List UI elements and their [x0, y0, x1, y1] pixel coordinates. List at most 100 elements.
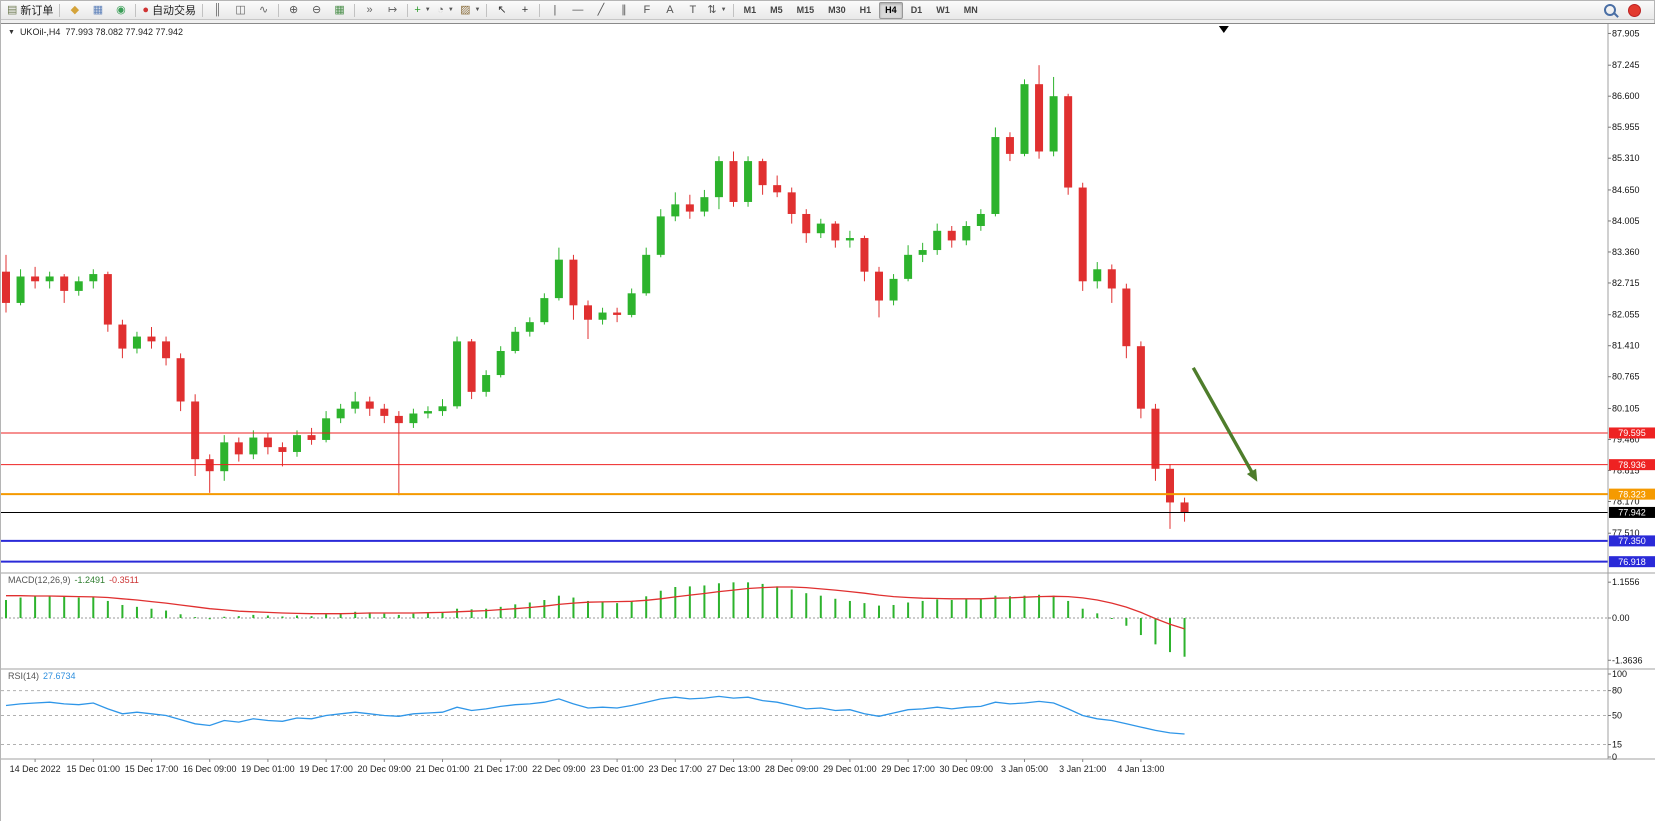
- toolbar-right-group: [1604, 3, 1651, 17]
- add-indicator-button[interactable]: + ▼: [411, 1, 434, 19]
- timeframe-d1-button[interactable]: D1: [910, 5, 923, 15]
- svg-text:78.170: 78.170: [1612, 496, 1640, 506]
- new-order-button-label: 新订单: [20, 5, 54, 17]
- rsi-indicator-label: RSI(14) 27.6734: [8, 671, 76, 681]
- candle: [380, 403, 389, 424]
- svg-text:87.245: 87.245: [1612, 60, 1640, 70]
- candle: [569, 254, 578, 320]
- candle: [467, 338, 476, 400]
- time-axis[interactable]: 14 Dec 2022 15 Dec 01:00 15 Dec 17:00 16 De…: [10, 759, 1165, 774]
- period-button[interactable]: ◔ ▼: [434, 1, 457, 19]
- timeframe-m5-button[interactable]: M5: [770, 5, 783, 15]
- auto-trading-button[interactable]: ● 自动交易: [139, 1, 199, 19]
- candle: [16, 269, 25, 306]
- line-chart-icon: ∿: [258, 3, 269, 16]
- candle: [685, 194, 694, 219]
- rsi-line: [5, 695, 1185, 735]
- candle: [816, 218, 825, 239]
- line-chart-button[interactable]: ∿: [252, 1, 275, 19]
- svg-text:22 Dec 09:00: 22 Dec 09:00: [532, 764, 586, 774]
- navigator-icon-button[interactable]: ◉: [109, 1, 132, 19]
- new-order-button[interactable]: ▤ 新订单: [4, 1, 56, 19]
- macd-indicator-label: MACD(12,26,9) -1.2491 -0.3511: [8, 575, 139, 585]
- timeframe-mn-button[interactable]: MN: [963, 5, 978, 15]
- timeframe-m1-button[interactable]: M1: [743, 5, 757, 15]
- macd-signal-line: [6, 586, 1185, 630]
- zoom-in-button[interactable]: ⊕: [282, 1, 305, 19]
- channel-button[interactable]: ∥: [612, 1, 635, 19]
- svg-text:19 Dec 17:00: 19 Dec 17:00: [299, 764, 353, 774]
- candle: [423, 406, 432, 419]
- svg-text:23 Dec 17:00: 23 Dec 17:00: [649, 764, 703, 774]
- svg-text:82.715: 82.715: [1612, 278, 1640, 288]
- toolbar-separator: [202, 3, 204, 17]
- macd-main-value: -1.2491: [74, 575, 106, 585]
- candle: [947, 226, 956, 248]
- candle: [962, 221, 971, 246]
- candle: [1005, 132, 1014, 162]
- toolbar-spacer: [1, 19, 1654, 23]
- candle: [554, 247, 563, 301]
- profiles-icon-button[interactable]: ▦: [86, 1, 109, 19]
- candle: [511, 326, 520, 354]
- tile-windows-button[interactable]: ▦: [328, 1, 351, 19]
- candle: [74, 276, 83, 296]
- arrows-button[interactable]: ⇅ ▼: [704, 1, 729, 19]
- toolbar-separator: [135, 3, 137, 17]
- candle: [89, 269, 98, 289]
- indicators-icon-button[interactable]: ◆: [63, 1, 86, 19]
- template-button[interactable]: ▨ ▼: [457, 1, 483, 19]
- auto-scroll-button[interactable]: »: [358, 1, 381, 19]
- svg-text:84.005: 84.005: [1612, 216, 1640, 226]
- timeframe-m30-button[interactable]: M30: [828, 5, 846, 15]
- crosshair-icon: +: [521, 3, 529, 16]
- candle: [700, 189, 709, 217]
- crosshair-button[interactable]: +: [513, 1, 536, 19]
- svg-text:85.310: 85.310: [1612, 153, 1640, 163]
- toolbar-separator: [486, 3, 488, 17]
- svg-text:15 Dec 17:00: 15 Dec 17:00: [125, 764, 179, 774]
- horizontal-line-button[interactable]: —: [566, 1, 589, 19]
- timeframe-w1-button[interactable]: W1: [936, 5, 950, 15]
- zoom-out-icon: ⊖: [311, 3, 322, 16]
- candle: [176, 353, 185, 412]
- price-tag: 78.323: [1609, 488, 1655, 500]
- trendline-button[interactable]: ╱: [589, 1, 612, 19]
- rsi-scale-label: 100: [1612, 669, 1627, 679]
- trend-arrow[interactable]: [1191, 366, 1258, 482]
- timeframe-h1-button[interactable]: H1: [859, 5, 872, 15]
- chart-canvas[interactable]: 87.905 87.245 86.600 85.955 85.310 84.650 84.0…: [1, 24, 1655, 821]
- vertical-line-button[interactable]: |: [543, 1, 566, 19]
- fibonacci-button[interactable]: F: [635, 1, 658, 19]
- notification-badge-icon[interactable]: [1628, 3, 1641, 17]
- timeframe-h4-button[interactable]: H4: [879, 1, 903, 19]
- timeframe-m15-button[interactable]: M15: [796, 5, 815, 15]
- svg-text:80.105: 80.105: [1612, 403, 1640, 413]
- svg-text:76.918: 76.918: [1618, 557, 1646, 567]
- candle: [322, 411, 331, 443]
- candle: [234, 437, 243, 462]
- symbol-dropdown-icon[interactable]: ▼: [8, 28, 15, 36]
- label-button[interactable]: T: [681, 1, 704, 19]
- candle: [729, 151, 738, 207]
- candlestick-chart-button[interactable]: ◫: [229, 1, 252, 19]
- candle: [1049, 76, 1058, 157]
- tile-windows-icon: ▦: [334, 3, 345, 16]
- chart-shift-marker[interactable]: [1218, 26, 1229, 33]
- rsi-name: RSI(14): [8, 671, 40, 681]
- candle: [263, 432, 272, 455]
- candle: [453, 336, 462, 409]
- zoom-in-icon: ⊕: [288, 3, 299, 16]
- auto-trading-button-label: 自动交易: [152, 5, 197, 17]
- chart-shift-icon: ↦: [387, 3, 398, 16]
- candle: [758, 158, 767, 195]
- text-button[interactable]: A: [658, 1, 681, 19]
- zoom-out-button[interactable]: ⊖: [305, 1, 328, 19]
- bar-chart-button[interactable]: ║: [206, 1, 229, 19]
- macd-signal-value: -0.3511: [109, 575, 139, 585]
- cursor-button[interactable]: ↖: [490, 1, 513, 19]
- price-axis[interactable]: 87.905 87.245 86.600 85.955 85.310 84.650 84.0…: [1608, 28, 1640, 538]
- chart-shift-button[interactable]: ↦: [381, 1, 404, 19]
- search-icon[interactable]: [1604, 4, 1616, 16]
- label-icon: T: [689, 3, 697, 16]
